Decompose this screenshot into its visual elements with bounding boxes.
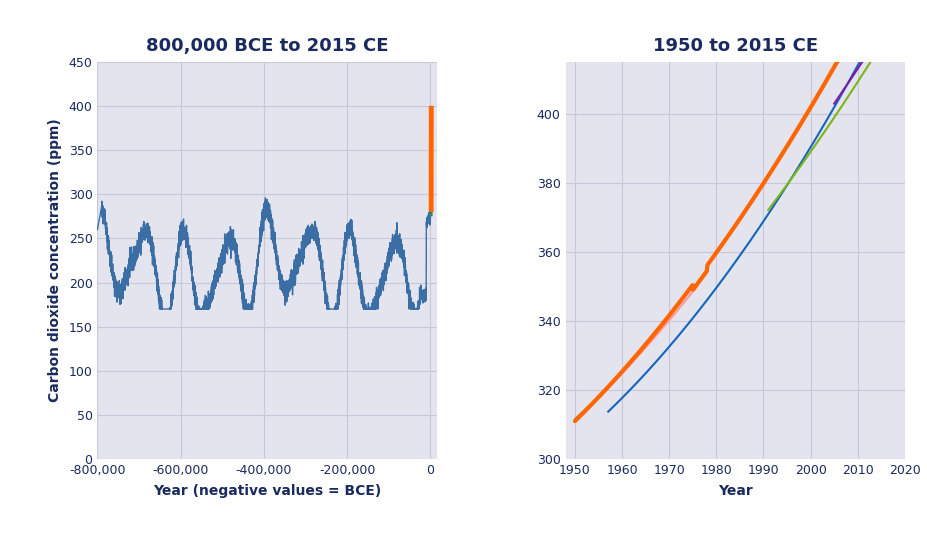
X-axis label: Year: Year — [717, 484, 752, 498]
Title: 800,000 BCE to 2015 CE: 800,000 BCE to 2015 CE — [146, 37, 387, 55]
X-axis label: Year (negative values = BCE): Year (negative values = BCE) — [153, 484, 381, 498]
Title: 1950 to 2015 CE: 1950 to 2015 CE — [652, 37, 817, 55]
Y-axis label: Carbon dioxide concentration (ppm): Carbon dioxide concentration (ppm) — [47, 119, 62, 402]
